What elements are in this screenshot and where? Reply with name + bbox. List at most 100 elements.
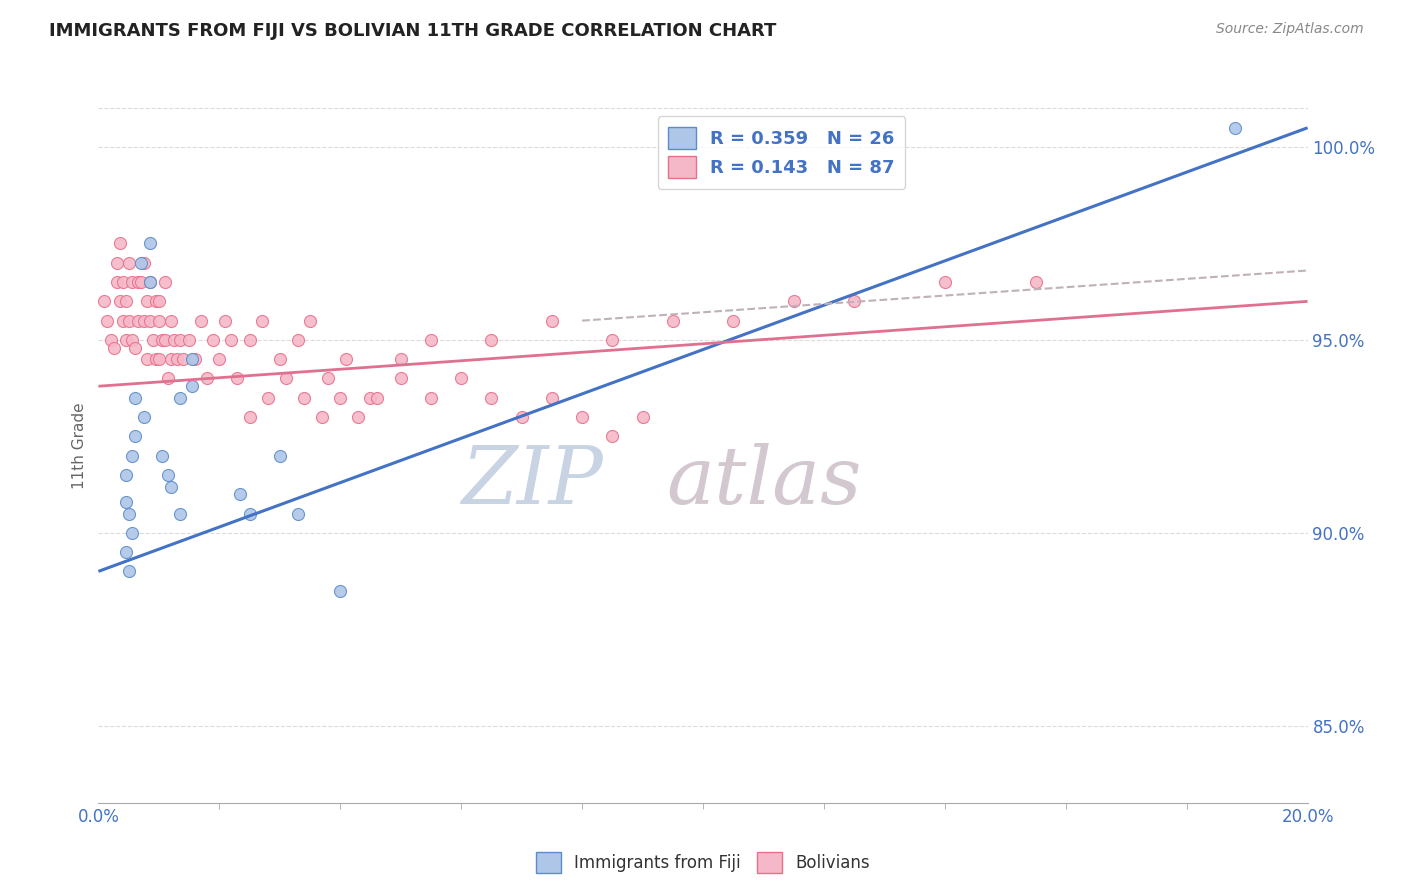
Point (108, 294, 131, 309)
Point (111, 313, 134, 327)
Point (114, 467, 136, 482)
Point (661, 313, 683, 327)
Point (347, 410, 370, 425)
Point (105, 256, 128, 270)
Point (93, 294, 115, 309)
Point (114, 495, 136, 509)
Point (142, 333, 165, 347)
Point (124, 429, 146, 443)
Point (226, 371, 249, 385)
Point (239, 333, 262, 347)
Point (214, 313, 236, 327)
Point (239, 507, 262, 521)
Point (274, 371, 297, 385)
Point (156, 467, 179, 482)
Point (420, 391, 443, 405)
Point (163, 333, 186, 347)
Point (132, 313, 155, 327)
Point (179, 333, 201, 347)
Point (156, 371, 179, 385)
Point (335, 352, 357, 367)
Point (148, 352, 170, 367)
Point (150, 449, 173, 463)
Point (540, 391, 562, 405)
Point (208, 352, 231, 367)
Point (169, 507, 191, 521)
Point (481, 391, 503, 405)
Point (1223, 120, 1246, 135)
Point (250, 313, 273, 327)
Point (132, 256, 155, 270)
Y-axis label: 11th Grade: 11th Grade (72, 402, 87, 490)
Point (172, 352, 194, 367)
Point (135, 352, 157, 367)
Point (389, 352, 412, 367)
Point (184, 352, 207, 367)
Point (135, 294, 157, 309)
Point (160, 352, 183, 367)
Point (169, 333, 191, 347)
Point (450, 371, 472, 385)
Point (229, 487, 252, 501)
Point (132, 410, 155, 425)
Point (100, 333, 122, 347)
Point (114, 333, 136, 347)
Point (190, 313, 212, 327)
Point (121, 449, 143, 463)
Point (169, 391, 191, 405)
Point (269, 352, 291, 367)
Point (602, 333, 624, 347)
Point (202, 333, 225, 347)
Point (111, 275, 134, 289)
Point (181, 379, 204, 393)
Point (329, 583, 352, 598)
Point (160, 479, 183, 493)
Point (510, 410, 533, 425)
Point (311, 410, 333, 425)
Point (121, 333, 143, 347)
Point (105, 275, 128, 289)
Point (934, 275, 956, 289)
Point (360, 391, 382, 405)
Point (844, 294, 866, 309)
Point (1024, 275, 1046, 289)
Point (121, 275, 143, 289)
Point (166, 352, 188, 367)
Point (540, 313, 562, 327)
Point (124, 341, 146, 355)
Point (153, 275, 176, 289)
Point (389, 371, 412, 385)
Point (114, 294, 136, 309)
Point (631, 410, 654, 425)
Point (150, 333, 173, 347)
Point (148, 313, 170, 327)
Point (118, 313, 141, 327)
Point (139, 275, 162, 289)
Point (127, 275, 149, 289)
Point (118, 565, 141, 579)
Point (129, 275, 152, 289)
Point (269, 449, 291, 463)
Point (118, 507, 141, 521)
Point (602, 429, 624, 443)
Point (316, 371, 339, 385)
Point (139, 313, 162, 327)
Point (299, 313, 322, 327)
Point (114, 545, 136, 559)
Point (145, 294, 167, 309)
Point (239, 410, 262, 425)
Point (118, 256, 141, 270)
Legend: Immigrants from Fiji, Bolivians: Immigrants from Fiji, Bolivians (529, 846, 877, 880)
Point (181, 352, 204, 367)
Point (129, 256, 152, 270)
Point (256, 391, 278, 405)
Point (103, 341, 125, 355)
Point (139, 275, 162, 289)
Point (153, 333, 176, 347)
Text: Source: ZipAtlas.com: Source: ZipAtlas.com (1216, 22, 1364, 37)
Point (329, 391, 352, 405)
Point (571, 410, 593, 425)
Point (160, 313, 183, 327)
Point (783, 294, 806, 309)
Text: atlas: atlas (666, 443, 862, 520)
